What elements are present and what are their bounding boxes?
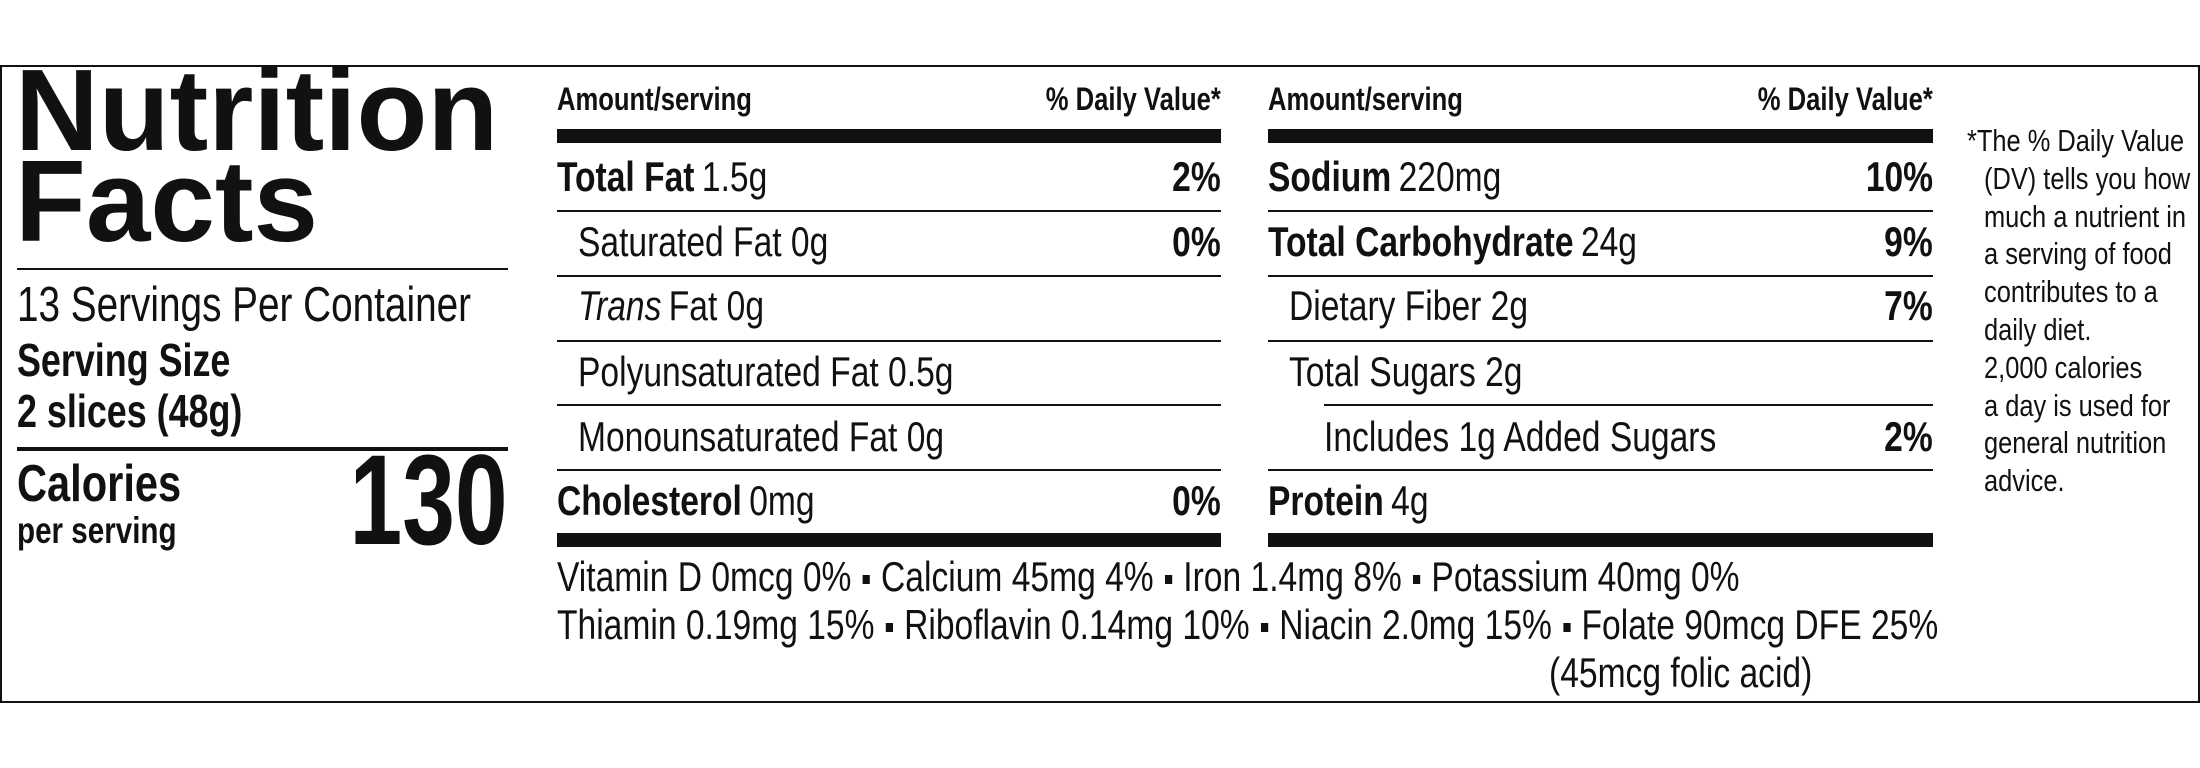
nutrient-row: Total Sugars 2g [1289, 351, 1522, 393]
thick-rule [557, 533, 1221, 547]
nutrient-name: Sodium [1268, 153, 1392, 200]
footnote-line: much a nutrient in [1984, 198, 2187, 234]
folate-note: (45mcg folic acid) [1549, 649, 1813, 696]
row-divider [557, 210, 1221, 212]
nutrient-row: Total Carbohydrate 24g [1268, 221, 1637, 263]
bullet [1260, 623, 1269, 633]
row-divider [557, 275, 1221, 277]
micronutrient-line: Thiamin 0.19mg 15% Riboflavin 0.14mg 10% N… [557, 604, 1938, 646]
footnote-line: a serving of food [1984, 236, 2172, 272]
bullet [862, 575, 870, 585]
row-divider [1268, 210, 1933, 212]
bullet [885, 623, 893, 633]
nutrient-amount: 4g [1391, 477, 1429, 524]
nutrient-label: Monounsaturated Fat 0g [578, 413, 945, 460]
thick-rule [1268, 129, 1933, 143]
footnote-line: (DV) tells you how [1984, 160, 2191, 196]
nutrient-amount: 1.5g [701, 153, 768, 200]
column-header: % Daily Value* [1757, 81, 1933, 117]
micronutrient: Thiamin 0.19mg 15% [557, 601, 875, 648]
row-divider [1268, 275, 1933, 277]
micronutrient: Iron 1.4mg 8% [1183, 553, 1402, 600]
divider [17, 268, 508, 270]
footnote-line: 2,000 calories [1984, 349, 2143, 385]
nutrient-row: Protein 4g [1268, 480, 1429, 522]
daily-value: 2% [1172, 153, 1221, 200]
footnote-line: daily diet. [1984, 312, 2092, 347]
title: Facts [15, 136, 319, 266]
nutrient-name: Total Fat [557, 153, 695, 200]
nutrition-label [0, 65, 2200, 703]
nutrient-row: Sodium 220mg [1268, 156, 1501, 198]
micronutrient: Folate 90mcg DFE 25% [1581, 601, 1939, 648]
daily-value: 7% [1884, 282, 1933, 329]
footnote-line: contributes to a [1984, 274, 2158, 310]
nutrient-label: Dietary Fiber 2g [1289, 282, 1529, 329]
footnote-line: a day is used for [1984, 387, 2171, 423]
micronutrient: Potassium 40mg 0% [1431, 553, 1740, 600]
nutrient-row: Polyunsaturated Fat 0.5g [578, 351, 953, 393]
nutrient-row: Monounsaturated Fat 0g [578, 416, 944, 458]
title: Nutrition [15, 45, 499, 175]
nutrient-row: Cholesterol 0mg [557, 480, 815, 522]
calories-value: 130 [349, 429, 508, 572]
nutrient-row: Includes 1g Added Sugars [1324, 416, 1716, 458]
daily-value: 9% [1884, 218, 1933, 265]
calories-sublabel: per serving [17, 510, 177, 551]
nutrient-name: Protein [1268, 477, 1384, 524]
nutrient-row: Trans Fat 0g [578, 285, 764, 327]
daily-value: 2% [1884, 413, 1933, 460]
nutrient-label: Saturated Fat 0g [578, 218, 829, 265]
nutrient-amount: 24g [1580, 218, 1637, 265]
row-divider [1268, 469, 1933, 471]
micronutrient: Calcium 45mg 4% [881, 553, 1154, 600]
daily-value: 10% [1865, 153, 1933, 200]
nutrient-amount: 0mg [749, 477, 815, 524]
nutrient-label: Includes 1g Added Sugars [1324, 413, 1717, 460]
nutrient-name-italic: Trans [578, 282, 662, 329]
row-divider [557, 340, 1221, 342]
nutrient-label: Polyunsaturated Fat 0.5g [578, 348, 954, 395]
column-header: Amount/serving [557, 81, 752, 117]
row-divider [1268, 340, 1933, 342]
bullet [1164, 575, 1173, 585]
column-header: Amount/serving [1268, 81, 1463, 117]
nutrient-amount: 220mg [1398, 153, 1502, 200]
micronutrient: Vitamin D 0mcg 0% [557, 553, 852, 600]
micronutrient: Niacin 2.0mg 15% [1279, 601, 1552, 648]
divider [17, 447, 508, 451]
nutrient-row: Total Fat 1.5g [557, 156, 767, 198]
bullet [1413, 575, 1421, 585]
nutrient-row: Saturated Fat 0g [578, 221, 828, 263]
column-header: % Daily Value* [1045, 81, 1221, 117]
thick-rule [1268, 533, 1933, 547]
nutrient-name: Total Carbohydrate [1268, 218, 1574, 265]
servings: 13 Servings Per Container [17, 278, 472, 332]
daily-value: 0% [1172, 477, 1221, 524]
nutrient-label: Fat 0g [668, 282, 765, 329]
bullet [1563, 623, 1571, 633]
nutrient-name: Cholesterol [557, 477, 742, 524]
row-divider [1324, 404, 1933, 406]
thick-rule [557, 129, 1221, 143]
nutrient-label: Total Sugars 2g [1289, 348, 1523, 395]
micronutrient: Riboflavin 0.14mg 10% [904, 601, 1250, 648]
row-divider [557, 404, 1221, 406]
footnote-line: *The % Daily Value [1967, 123, 2185, 158]
row-divider [557, 469, 1221, 471]
footnote-line: advice. [1984, 463, 2065, 499]
nutrient-row: Dietary Fiber 2g [1289, 285, 1528, 327]
calories-label: Calories [17, 455, 182, 513]
footnote-line: general nutrition [1984, 425, 2167, 461]
serving-size: 2 slices (48g) [17, 385, 243, 437]
serving-size-label: Serving Size [17, 334, 231, 386]
micronutrient-line: Vitamin D 0mcg 0% Calcium 45mg 4% Iron 1.4… [557, 556, 1740, 598]
daily-value: 0% [1172, 218, 1221, 265]
